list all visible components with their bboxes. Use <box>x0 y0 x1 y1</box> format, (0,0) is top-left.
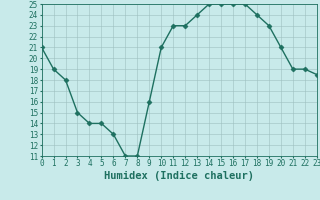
X-axis label: Humidex (Indice chaleur): Humidex (Indice chaleur) <box>104 171 254 181</box>
